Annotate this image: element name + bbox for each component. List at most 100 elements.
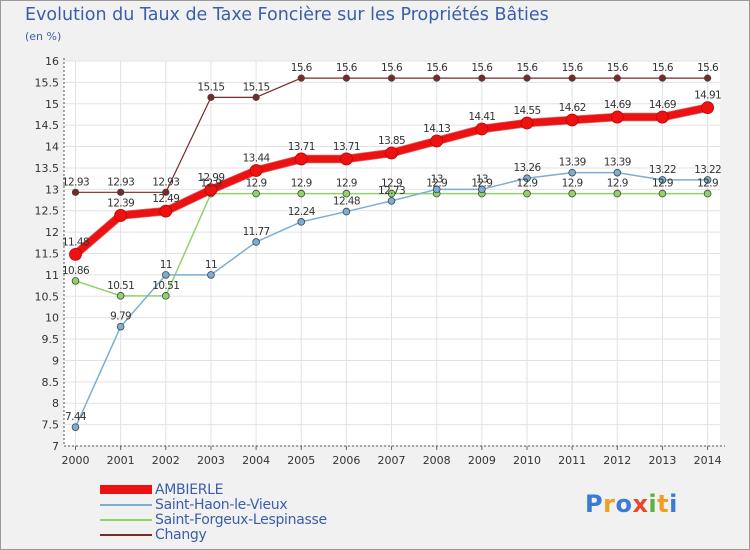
data-label-saint-haon-le-vieux: 11 — [205, 259, 217, 271]
data-point-saint-haon-le-vieux — [387, 197, 396, 205]
logo-letter: i — [669, 490, 678, 518]
data-label-saint-haon-le-vieux: 12.48 — [333, 196, 360, 208]
data-point-changy — [342, 74, 350, 82]
x-tick-label: 2008 — [423, 454, 451, 467]
data-point-changy — [162, 188, 170, 196]
data-label-changy: 15.6 — [336, 62, 358, 74]
legend-swatch-changy — [100, 534, 152, 536]
data-point-changy — [252, 93, 260, 101]
legend-swatch-saint-forgeux-lespinasse — [100, 519, 152, 521]
data-point-saint-forgeux-lespinasse — [703, 189, 712, 198]
data-label-saint-haon-le-vieux: 11.77 — [243, 226, 270, 238]
data-label-saint-forgeux-lespinasse: 12.9 — [607, 178, 628, 190]
data-label-saint-forgeux-lespinasse: 10.51 — [152, 280, 179, 292]
data-point-saint-forgeux-lespinasse — [252, 189, 260, 198]
data-point-saint-forgeux-lespinasse — [387, 189, 396, 198]
data-label-changy: 15.15 — [243, 81, 270, 93]
data-label-ambierle: 13.85 — [378, 135, 405, 147]
data-point-saint-forgeux-lespinasse — [568, 189, 576, 198]
data-label-saint-forgeux-lespinasse: 12.9 — [517, 178, 538, 190]
data-point-changy — [433, 74, 441, 82]
data-label-changy: 15.6 — [426, 62, 448, 74]
x-tick-label: 2001 — [107, 454, 135, 467]
data-point-saint-forgeux-lespinasse — [658, 189, 667, 198]
y-tick-label: 7.5 — [42, 419, 60, 432]
data-label-ambierle: 12.99 — [197, 172, 224, 184]
data-label-ambierle: 12.39 — [107, 197, 134, 209]
y-tick-label: 9 — [52, 354, 59, 367]
data-label-changy: 15.6 — [517, 62, 539, 74]
data-label-saint-haon-le-vieux: 13 — [431, 173, 443, 185]
data-point-changy — [297, 74, 305, 82]
data-point-ambierle — [249, 164, 263, 177]
data-label-ambierle: 14.91 — [694, 90, 721, 102]
y-tick-label: 11.5 — [35, 248, 60, 261]
x-tick-label: 2005 — [287, 454, 315, 467]
x-tick-label: 2002 — [152, 454, 180, 467]
data-point-saint-haon-le-vieux — [162, 271, 170, 279]
data-point-saint-haon-le-vieux — [71, 423, 80, 431]
data-point-changy — [207, 93, 215, 101]
data-label-saint-forgeux-lespinasse: 10.51 — [107, 280, 134, 292]
y-tick-label: 10.5 — [35, 290, 60, 303]
data-point-ambierle — [565, 113, 579, 127]
x-tick-label: 2000 — [62, 454, 90, 467]
data-point-saint-haon-le-vieux — [207, 271, 215, 279]
x-tick-label: 2003 — [197, 454, 225, 467]
y-tick-label: 9.5 — [42, 333, 60, 346]
y-tick-label: 16 — [45, 55, 59, 68]
y-axis-unit-label: (en %) — [25, 30, 62, 43]
x-tick-label: 2010 — [513, 454, 541, 467]
data-label-ambierle: 14.55 — [513, 105, 540, 117]
data-label-ambierle: 14.69 — [604, 99, 631, 111]
legend-label-saint-haon-le-vieux: Saint-Haon-le-Vieux — [155, 497, 288, 513]
data-label-changy: 15.6 — [652, 62, 674, 74]
data-label-changy: 15.6 — [607, 62, 629, 74]
data-label-saint-haon-le-vieux: 12.24 — [288, 206, 316, 218]
legend-swatch-ambierle — [100, 485, 152, 494]
proxiti-logo: Proxiti — [585, 490, 678, 518]
data-label-saint-forgeux-lespinasse: 12.9 — [697, 178, 718, 190]
x-tick-label: 2012 — [603, 454, 631, 467]
data-point-saint-forgeux-lespinasse — [342, 189, 351, 198]
data-point-saint-haon-le-vieux — [116, 322, 125, 331]
data-label-saint-forgeux-lespinasse: 12.9 — [291, 178, 312, 190]
x-tick-label: 2009 — [468, 454, 496, 467]
data-point-ambierle — [520, 116, 534, 130]
y-tick-label: 8.5 — [42, 376, 60, 389]
data-label-changy: 15.6 — [471, 62, 493, 74]
data-point-saint-haon-le-vieux — [658, 176, 667, 184]
data-point-changy — [478, 74, 486, 82]
data-point-ambierle — [294, 152, 308, 166]
data-label-changy: 12.93 — [107, 176, 134, 188]
x-tick-label: 2004 — [242, 454, 270, 467]
data-point-ambierle — [159, 204, 173, 218]
data-point-saint-haon-le-vieux — [342, 207, 351, 216]
data-label-ambierle: 12.49 — [152, 193, 179, 205]
data-point-ambierle — [610, 110, 624, 124]
chart-title: Evolution du Taux de Taxe Foncière sur l… — [25, 5, 549, 25]
x-tick-label: 2007 — [378, 454, 406, 467]
data-point-ambierle — [385, 146, 398, 160]
data-point-changy — [117, 188, 125, 196]
logo-letter: r — [603, 490, 616, 518]
data-label-changy: 12.93 — [152, 176, 179, 188]
data-label-saint-forgeux-lespinasse: 10.86 — [62, 265, 90, 277]
x-tick-label: 2014 — [694, 454, 722, 467]
x-tick-label: 2006 — [332, 454, 360, 467]
logo-letter: i — [648, 490, 658, 518]
data-point-ambierle — [701, 101, 714, 115]
y-tick-label: 7 — [52, 440, 59, 453]
data-point-saint-haon-le-vieux — [568, 168, 576, 177]
data-point-ambierle — [430, 134, 444, 148]
y-tick-label: 12 — [45, 226, 59, 239]
data-point-saint-haon-le-vieux — [478, 185, 486, 194]
legend-label-changy: Changy — [155, 527, 207, 543]
data-label-ambierle: 14.13 — [423, 123, 450, 135]
data-label-changy: 15.6 — [381, 62, 403, 74]
logo-letter: P — [585, 490, 604, 518]
legend-label-saint-forgeux-lespinasse: Saint-Forgeux-Lespinasse — [155, 512, 327, 528]
data-label-changy: 15.6 — [562, 62, 584, 74]
data-point-changy — [613, 74, 621, 82]
y-tick-label: 14 — [45, 141, 59, 154]
